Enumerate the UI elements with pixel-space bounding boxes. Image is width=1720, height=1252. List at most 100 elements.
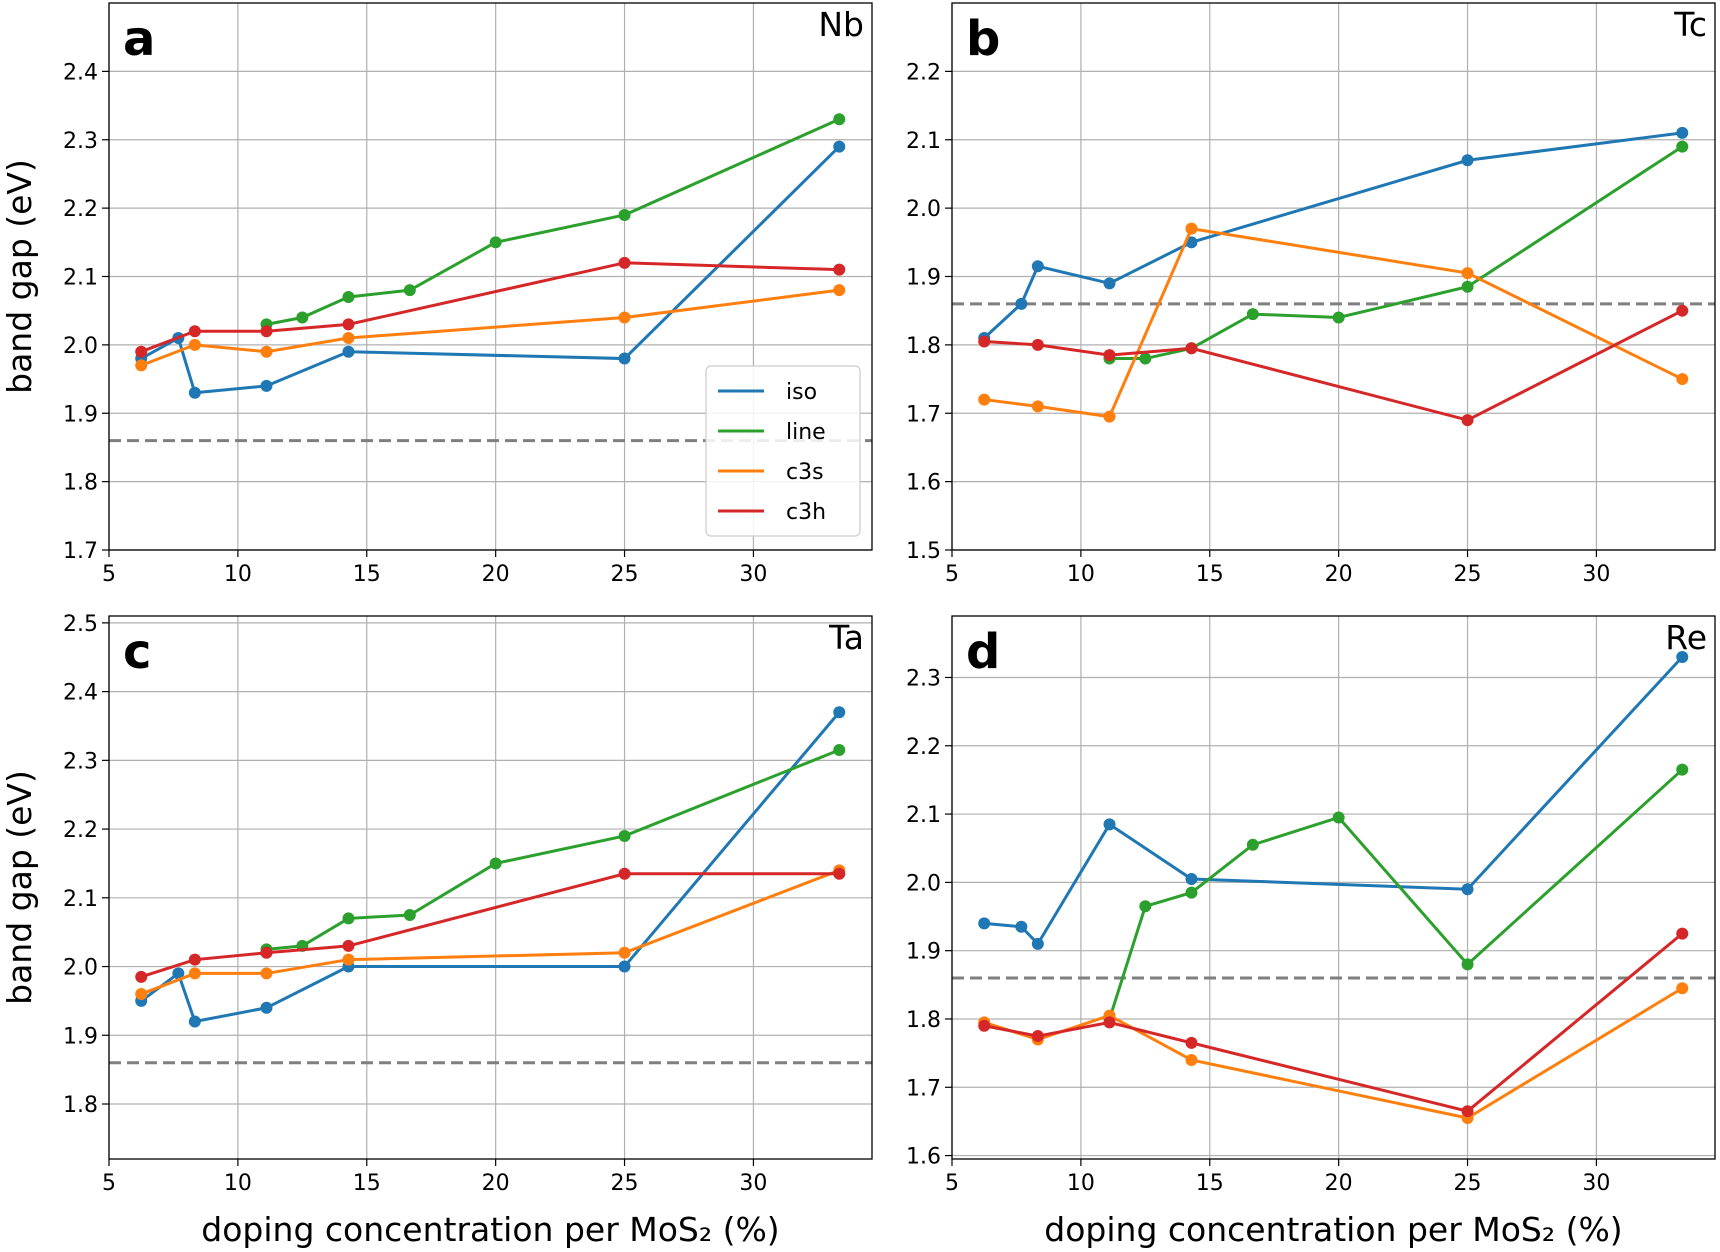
legend-label: line xyxy=(786,420,826,445)
x-tick-label: 30 xyxy=(1582,1171,1610,1196)
element-label: Nb xyxy=(818,5,864,44)
data-point xyxy=(978,393,991,406)
series-line xyxy=(140,872,840,979)
series-line xyxy=(140,145,841,395)
y-tick-label: 2.3 xyxy=(63,129,98,154)
x-tick-label: 15 xyxy=(353,562,381,587)
data-point xyxy=(1015,920,1028,933)
y-tick-label: 2.3 xyxy=(63,749,98,774)
data-point xyxy=(260,967,273,980)
data-point xyxy=(1185,236,1198,249)
data-point xyxy=(1461,154,1474,167)
data-point xyxy=(1461,280,1474,293)
series-line xyxy=(983,932,1684,1113)
data-point xyxy=(618,208,631,221)
data-point xyxy=(1185,886,1198,899)
element-label: Re xyxy=(1665,618,1707,657)
data-point xyxy=(1676,763,1689,776)
data-point xyxy=(489,236,502,249)
data-point xyxy=(135,359,148,372)
axes-frame xyxy=(951,2,1716,551)
data-point xyxy=(260,325,273,338)
y-tick-label: 2.4 xyxy=(63,681,98,706)
panel-letter: c xyxy=(123,624,151,680)
x-tick-label: 20 xyxy=(1325,562,1353,587)
y-tick-label: 1.8 xyxy=(906,334,941,359)
data-point xyxy=(1103,818,1116,831)
x-tick-label: 25 xyxy=(611,562,639,587)
x-tick-label: 15 xyxy=(353,1171,381,1196)
data-point xyxy=(342,332,355,345)
data-point xyxy=(618,960,631,973)
data-point xyxy=(1676,982,1689,995)
legend-label: iso xyxy=(786,380,817,405)
y-tick-label: 2.2 xyxy=(906,60,941,85)
y-tick-label: 2.1 xyxy=(63,266,98,291)
y-tick-label: 2.1 xyxy=(906,803,941,828)
y-tick-label: 2.1 xyxy=(63,887,98,912)
y-tick-label: 2.1 xyxy=(906,129,941,154)
panel-letter: a xyxy=(123,11,155,67)
data-point xyxy=(1031,1030,1044,1043)
data-point xyxy=(135,345,148,358)
x-tick-label: 25 xyxy=(1454,1171,1482,1196)
data-point xyxy=(260,379,273,392)
x-tick-label: 10 xyxy=(1067,1171,1095,1196)
x-tick-label: 15 xyxy=(1196,1171,1224,1196)
data-point xyxy=(1031,260,1044,273)
x-tick-label: 15 xyxy=(1196,562,1224,587)
data-point xyxy=(1103,410,1116,423)
data-point xyxy=(618,829,631,842)
y-tick-label: 1.9 xyxy=(906,266,941,291)
data-point xyxy=(1139,900,1152,913)
data-point xyxy=(135,970,148,983)
y-tick-label: 1.8 xyxy=(63,1093,98,1118)
data-point xyxy=(833,140,846,153)
series-line xyxy=(984,309,1683,422)
data-point xyxy=(833,113,846,126)
data-point xyxy=(1246,838,1259,851)
x-tick-label: 5 xyxy=(945,1171,959,1196)
panel: 5 10 15 20 25 30 1.7 1.8 1.9 2.0 2.1 2.2 2.3 2.4 a Nb ba… xyxy=(0,2,873,587)
data-point xyxy=(618,311,631,324)
panel: 5 10 15 20 25 30 1.6 1.7 1.8 1.9 2.0 2.1 2.2 2.3 d Re do… xyxy=(906,615,1716,1249)
y-axis-label: band gap (eV) xyxy=(0,159,39,394)
data-point xyxy=(260,345,273,358)
data-point xyxy=(833,867,846,880)
x-tick-label: 20 xyxy=(1325,1171,1353,1196)
series-line xyxy=(140,868,840,996)
data-point xyxy=(1332,811,1345,824)
data-point xyxy=(1139,352,1152,365)
series-line xyxy=(983,986,1684,1120)
data-point xyxy=(260,946,273,959)
data-point xyxy=(1103,349,1116,362)
data-point xyxy=(618,946,631,959)
y-tick-label: 1.8 xyxy=(63,471,98,496)
series-line xyxy=(984,226,1683,419)
x-tick-label: 20 xyxy=(482,562,510,587)
axes-frame xyxy=(951,615,1716,1160)
data-point xyxy=(1185,1053,1198,1066)
panel-letter: d xyxy=(966,624,1000,680)
data-point xyxy=(618,256,631,269)
data-point xyxy=(188,967,201,980)
y-tick-label: 2.5 xyxy=(63,612,98,637)
data-point xyxy=(1676,304,1689,317)
y-tick-label: 1.9 xyxy=(63,1024,98,1049)
data-point xyxy=(188,386,201,399)
data-point xyxy=(260,1001,273,1014)
data-point xyxy=(172,967,185,980)
data-point xyxy=(1185,222,1198,235)
data-point xyxy=(1461,267,1474,280)
y-tick-label: 1.5 xyxy=(906,539,941,564)
data-point xyxy=(489,857,502,870)
panel-letter: b xyxy=(966,11,1000,67)
data-point xyxy=(1676,650,1689,663)
panel: 5 10 15 20 25 30 1.8 1.9 2.0 2.1 2.2 2.3 2.4 2.5 c Ta ba… xyxy=(0,612,873,1249)
data-point xyxy=(342,912,355,925)
data-point xyxy=(1676,126,1689,139)
data-point xyxy=(1332,311,1345,324)
data-point xyxy=(403,284,416,297)
data-point xyxy=(978,335,991,348)
